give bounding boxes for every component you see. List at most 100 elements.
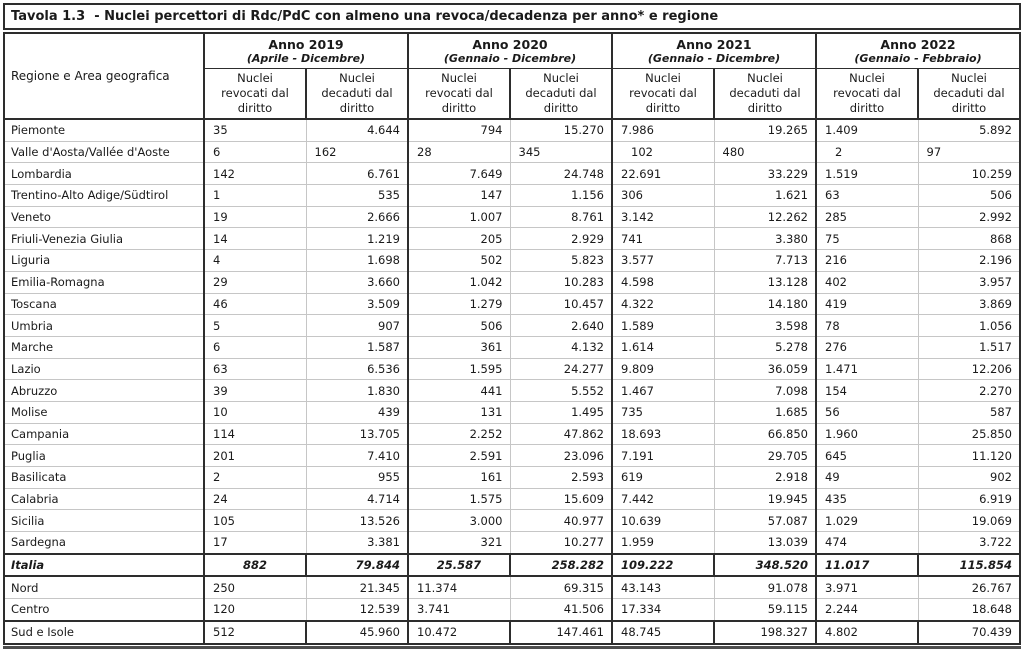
value-cell: 12.539 [305, 598, 408, 622]
value-cell: 13.705 [305, 423, 408, 446]
value-cell: 258.282 [509, 552, 612, 578]
value-cell: 3.971 [815, 576, 918, 600]
value-cell: 66.850 [713, 423, 816, 446]
table-row: Molise 10 439 131 1.495 735 1.685 56 587 [4, 401, 1020, 424]
region-cell: Veneto [4, 206, 204, 229]
value-cell: 2.666 [305, 206, 408, 229]
value-cell: 1.467 [611, 379, 714, 402]
value-cell: 1.495 [509, 401, 612, 424]
value-cell: 19.265 [713, 119, 816, 142]
value-cell: 7.442 [611, 488, 714, 511]
value-cell: 1.698 [305, 249, 408, 272]
region-cell: Piemonte [4, 119, 204, 142]
value-cell: 1.595 [407, 358, 510, 381]
value-cell: 587 [917, 401, 1020, 424]
value-cell: 5 [203, 314, 306, 337]
value-cell: 12.262 [713, 206, 816, 229]
value-cell: 735 [611, 401, 714, 424]
value-cell: 7.410 [305, 444, 408, 467]
value-cell: 33.229 [713, 162, 816, 186]
table-row: Campania 114 13.705 2.252 47.862 18.693 66.850… [4, 423, 1020, 446]
value-cell: 7.649 [407, 162, 510, 186]
table-row: Lazio 63 6.536 1.595 24.277 9.809 36.059 1.471 1… [4, 358, 1020, 381]
value-cell: 474 [815, 531, 918, 555]
value-cell: 6.536 [305, 358, 408, 381]
value-cell: 3.598 [713, 314, 816, 337]
value-cell: 2.252 [407, 423, 510, 446]
table-row: Piemonte 35 4.644 794 15.270 7.986 19.265 1.409… [4, 119, 1020, 142]
value-cell: 1.685 [713, 401, 816, 424]
value-cell: 47.862 [509, 423, 612, 446]
value-cell: 480 [713, 141, 816, 164]
value-cell: 216 [815, 249, 918, 272]
region-cell: Nord [4, 576, 204, 600]
value-cell: 161 [407, 466, 510, 489]
value-cell: 8.761 [509, 206, 612, 229]
value-cell: 3.142 [611, 206, 714, 229]
value-cell: 11.120 [917, 444, 1020, 467]
value-cell: 3.722 [917, 531, 1020, 555]
col-header-revocati-2020: Nuclei revocati dal diritto [407, 68, 510, 120]
table-title: Tavola 1.3 - Nuclei percettori di Rdc/Pd… [3, 3, 1021, 30]
value-cell: 321 [407, 531, 510, 555]
value-cell: 1.156 [509, 184, 612, 207]
value-cell: 1.219 [305, 227, 408, 251]
year-group-2020: Anno 2020 (Gennaio - Dicembre) [407, 33, 612, 69]
value-cell: 59.115 [713, 598, 816, 622]
table-row: Sicilia 105 13.526 3.000 40.977 10.639 57.087 1… [4, 509, 1020, 533]
value-cell: 619 [611, 466, 714, 489]
value-cell: 14 [203, 227, 306, 251]
col-header-decaduti-2021: Nuclei decaduti dal diritto [713, 68, 816, 120]
value-cell: 1.471 [815, 358, 918, 381]
value-cell: 25.850 [917, 423, 1020, 446]
value-cell: 512 [203, 619, 306, 644]
value-cell: 18.693 [611, 423, 714, 446]
value-cell: 56 [815, 401, 918, 424]
value-cell: 14.180 [713, 293, 816, 316]
table-row: Umbria 5 907 506 2.640 1.589 3.598 78 1.056 [4, 314, 1020, 337]
value-cell: 2.929 [509, 227, 612, 251]
col-header-decaduti-2020: Nuclei decaduti dal diritto [509, 68, 612, 120]
region-cell: Toscana [4, 293, 204, 316]
value-cell: 2.591 [407, 444, 510, 467]
value-cell: 63 [815, 184, 918, 207]
value-cell: 3.381 [305, 531, 408, 555]
value-cell: 348.520 [713, 552, 816, 578]
value-cell: 105 [203, 509, 306, 533]
value-cell: 1.517 [917, 336, 1020, 359]
value-cell: 1.614 [611, 336, 714, 359]
value-cell: 24.748 [509, 162, 612, 186]
value-cell: 147.461 [509, 619, 612, 644]
report-table-container: Tavola 1.3 - Nuclei percettori di Rdc/Pd… [3, 3, 1021, 649]
value-cell: 868 [917, 227, 1020, 251]
value-cell: 12.206 [917, 358, 1020, 381]
year-period: (Gennaio - Febbraio) [854, 52, 982, 65]
value-cell: 439 [305, 401, 408, 424]
value-cell: 506 [917, 184, 1020, 207]
value-cell: 18.648 [917, 598, 1020, 622]
value-cell: 1.409 [815, 119, 918, 142]
value-cell: 162 [305, 141, 408, 164]
value-cell: 35 [203, 119, 306, 142]
value-cell: 1.056 [917, 314, 1020, 337]
region-cell: Campania [4, 423, 204, 446]
table-row: Toscana 46 3.509 1.279 10.457 4.322 14.180 419 3… [4, 293, 1020, 316]
value-cell: 1.621 [713, 184, 816, 207]
value-cell: 4.598 [611, 271, 714, 294]
value-cell: 205 [407, 227, 510, 251]
value-cell: 2.918 [713, 466, 816, 489]
value-cell: 41.506 [509, 598, 612, 622]
value-cell: 5.552 [509, 379, 612, 402]
value-cell: 2 [815, 141, 918, 164]
value-cell: 5.278 [713, 336, 816, 359]
region-cell: Liguria [4, 249, 204, 272]
value-cell: 2.640 [509, 314, 612, 337]
table-row: Nord 250 21.345 11.374 69.315 43.143 91.078 3.9… [4, 576, 1020, 600]
value-cell: 345 [509, 141, 612, 164]
value-cell: 1.519 [815, 162, 918, 186]
table-row: Basilicata 2 955 161 2.593 619 2.918 49 902 [4, 466, 1020, 489]
value-cell: 1.042 [407, 271, 510, 294]
value-cell: 955 [305, 466, 408, 489]
value-cell: 741 [611, 227, 714, 251]
value-cell: 3.869 [917, 293, 1020, 316]
